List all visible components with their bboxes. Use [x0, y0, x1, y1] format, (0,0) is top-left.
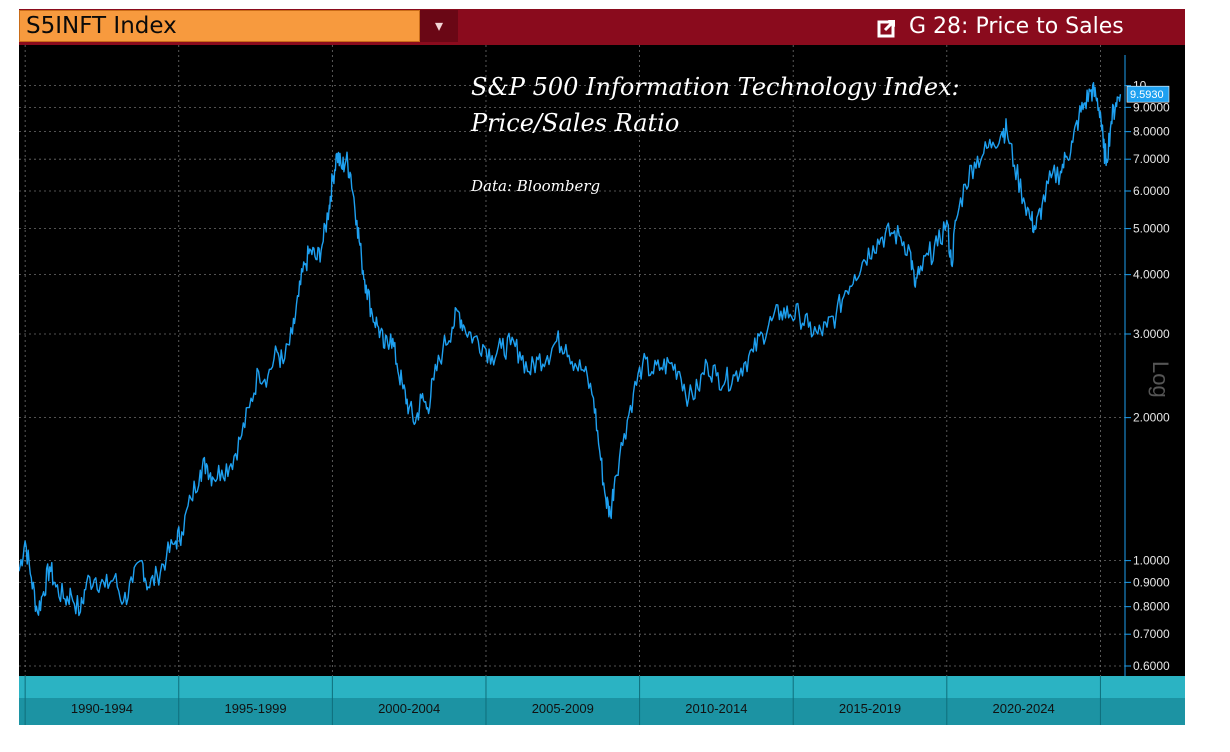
y-tick-label: 0.7000 — [1133, 627, 1170, 641]
y-tick-label: 0.9000 — [1133, 575, 1170, 589]
function-title: G 28: Price to Sales — [909, 14, 1124, 39]
y-tick-label: 7.0000 — [1133, 152, 1170, 166]
y-tick-label: 9.0000 — [1133, 100, 1170, 114]
y-tick-label: 5.0000 — [1133, 222, 1170, 236]
y-tick-label: 1.0000 — [1133, 554, 1170, 568]
last-value-marker: 9.5930 — [1126, 85, 1170, 103]
dropdown-icon[interactable]: ▾ — [420, 10, 458, 42]
x-category-label: 2010-2014 — [685, 701, 747, 716]
y-tick-label: 3.0000 — [1133, 327, 1170, 341]
x-category-label: 2020-2024 — [993, 701, 1055, 716]
x-category-label: 1990-1994 — [71, 701, 133, 716]
grid-lines — [19, 45, 1125, 676]
x-category-label: 1995-1999 — [224, 701, 286, 716]
chart-title: S&P 500 Information Technology Index: — [471, 73, 960, 101]
last-value-label: 9.5930 — [1130, 89, 1164, 101]
y-tick-label: 4.0000 — [1133, 268, 1170, 282]
source-note: Data: Bloomberg — [470, 177, 600, 195]
ticker-input[interactable]: S5INFT Index — [19, 10, 420, 42]
y-tick-label: 6.0000 — [1133, 184, 1170, 198]
series-line — [19, 82, 1122, 617]
toolbar: S5INFT Index ▾ G 28: Price to Sales — [19, 9, 1185, 45]
x-axis: 1990-1994 1995-1999 2000-2004 2005-2009 2010… — [19, 676, 1185, 725]
y-tick-label: 2.0000 — [1133, 411, 1170, 425]
x-category-label: 2015-2019 — [839, 701, 901, 716]
y-tick-label: 0.6000 — [1133, 659, 1170, 673]
chart-plot: 0.6000 0.7000 0.8000 0.9000 1.0000 2.0000 3.00… — [19, 45, 1173, 676]
chart-subtitle: Price/Sales Ratio — [470, 109, 679, 137]
chart-frame: S5INFT Index ▾ G 28: Price to Sales 0.60… — [19, 9, 1185, 725]
log-scale-label: Log — [1148, 361, 1173, 398]
launch-external-icon[interactable] — [877, 18, 897, 38]
last-value-box — [1126, 85, 1170, 103]
x-category-label: 2000-2004 — [378, 701, 440, 716]
y-tick-label: 0.8000 — [1133, 600, 1170, 614]
y-axis: 0.6000 0.7000 0.8000 0.9000 1.0000 2.0000 3.00… — [1124, 55, 1170, 676]
x-category-label: 2005-2009 — [532, 701, 594, 716]
y-tick-label: 8.0000 — [1133, 125, 1170, 139]
